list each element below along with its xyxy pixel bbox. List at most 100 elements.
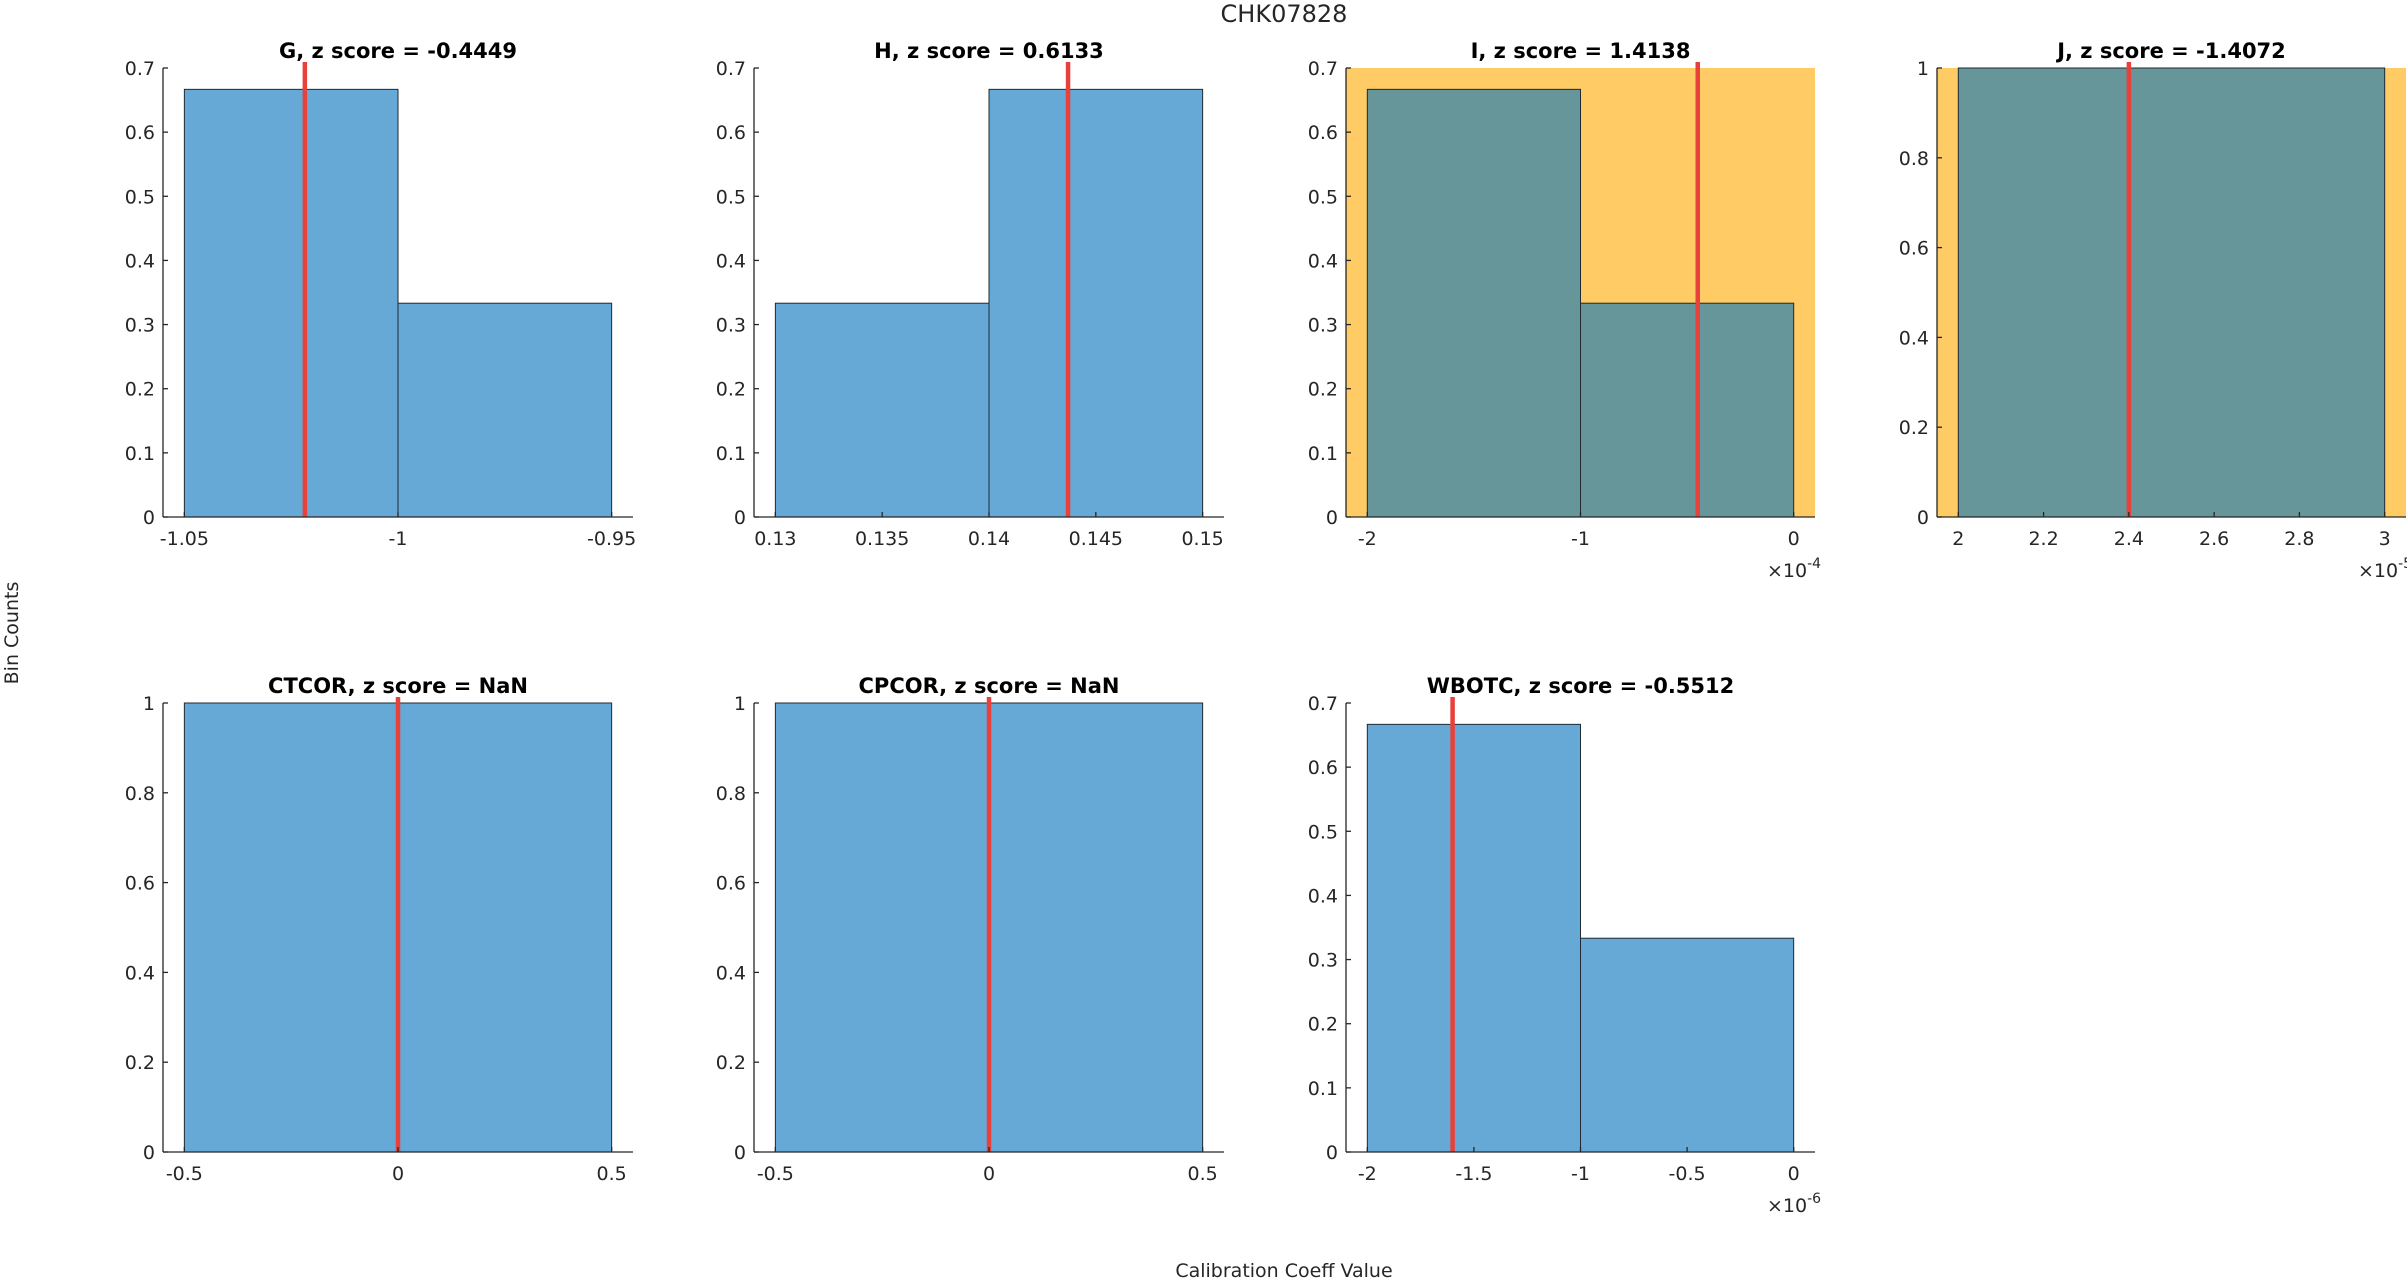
histogram-bar [1580, 937, 1795, 1153]
chart-panel-4: 2 2.2 2.4 2.6 2.8 3 0 0.2 0.4 0.6 0.8 1 J, z score =… [1899, 39, 2407, 582]
chart-panel-3: -2 -1 0 0 0.1 0.2 0.3 0.4 0.5 0.6 0.7 I, z score = … [1308, 39, 1821, 582]
y-tick-label: 0.1 [125, 443, 155, 465]
x-tick-label: -2 [1358, 1163, 1377, 1185]
chart-panel-1: -1.05 -1 -0.95 0 0.1 0.2 0.3 0.4 0.5 0.6 0.7 G, z s… [125, 39, 636, 550]
x-tick-label: -0.5 [757, 1163, 794, 1185]
x-tick-label: 0.5 [597, 1163, 627, 1185]
axis-multiplier: ×10-4 [1767, 556, 1821, 582]
y-tick-label: 0.2 [1308, 1014, 1338, 1036]
y-tick-label: 0 [143, 507, 155, 529]
chart-title: H, z score = 0.6133 [874, 39, 1104, 63]
y-tick-label: 0 [1326, 507, 1338, 529]
y-tick-label: 0.5 [125, 186, 155, 208]
chart-title: J, z score = -1.4072 [2055, 39, 2286, 63]
x-tick-label: 0.14 [968, 528, 1010, 550]
chart-title: CPCOR, z score = NaN [859, 674, 1120, 698]
chart-panel-6: -0.5 0 0.5 0 0.2 0.4 0.6 0.8 1 CPCOR, z score = N… [716, 674, 1224, 1185]
y-tick-label: 0.4 [716, 250, 746, 272]
axis-multiplier-exponent: -5 [2398, 556, 2407, 572]
y-tick-label: 0.2 [716, 379, 746, 401]
chart-title: I, z score = 1.4138 [1471, 39, 1691, 63]
y-tick-label: 0.1 [1308, 1078, 1338, 1100]
x-tick-label: -0.95 [587, 528, 636, 550]
chart-panels: -1.05 -1 -0.95 0 0.1 0.2 0.3 0.4 0.5 0.6 0.7 G, z s… [125, 39, 2407, 1217]
histogram-bar [1366, 723, 1582, 1153]
x-tick-label: 2.6 [2199, 528, 2229, 550]
figure-xlabel: Calibration Coeff Value [1175, 1260, 1392, 1281]
y-tick-label: 0.4 [1899, 327, 1929, 349]
axis-multiplier: ×10-5 [2358, 556, 2407, 582]
x-tick-label: -1 [389, 528, 408, 550]
y-tick-label: 0.4 [125, 962, 155, 984]
x-tick-label: 0 [392, 1163, 404, 1185]
chart-panel-5: -0.5 0 0.5 0 0.2 0.4 0.6 0.8 1 CTCOR, z score = N… [125, 674, 633, 1185]
y-tick-label: 0.4 [1308, 885, 1338, 907]
x-tick-label: -1 [1571, 528, 1590, 550]
x-tick-label: 0.13 [754, 528, 796, 550]
y-tick-label: 0.5 [716, 186, 746, 208]
histogram-bar [183, 88, 399, 518]
y-tick-label: 0.4 [1308, 250, 1338, 272]
y-tick-label: 0.8 [1899, 148, 1929, 170]
y-tick-label: 0 [734, 507, 746, 529]
y-tick-label: 0.7 [1308, 693, 1338, 715]
y-tick-label: 0.8 [716, 783, 746, 805]
chart-panel-7: -2 -1.5 -1 -0.5 0 0 0.1 0.2 0.3 0.4 0.5 0.6 0.7 WBOTC… [1308, 674, 1821, 1217]
histogram-bar [1580, 302, 1795, 518]
chart-panel-2: 0.13 0.135 0.14 0.145 0.15 0 0.1 0.2 0.3 0.4 0.5 0.… [716, 39, 1224, 550]
x-tick-label: 2 [1952, 528, 1964, 550]
y-tick-label: 0.4 [125, 250, 155, 272]
histogram-bar [774, 302, 990, 518]
y-tick-label: 0.5 [1308, 186, 1338, 208]
y-tick-label: 0.3 [1308, 315, 1338, 337]
axis-multiplier: ×10-6 [1767, 1191, 1821, 1217]
x-tick-label: 2.2 [2028, 528, 2058, 550]
y-tick-label: 0 [143, 1142, 155, 1164]
chart-title: CTCOR, z score = NaN [268, 674, 528, 698]
x-tick-label: 2.4 [2114, 528, 2144, 550]
axis-multiplier-exponent: -4 [1807, 556, 1821, 572]
y-tick-label: 0.6 [1308, 757, 1338, 779]
y-tick-label: 0.3 [125, 315, 155, 337]
x-tick-label: 0 [1788, 528, 1800, 550]
y-tick-label: 0.6 [1899, 238, 1929, 260]
x-tick-label: -2 [1358, 528, 1377, 550]
x-tick-label: 0 [983, 1163, 995, 1185]
y-tick-label: 0 [1326, 1142, 1338, 1164]
y-tick-label: 1 [1917, 58, 1929, 80]
y-tick-label: 0.7 [1308, 58, 1338, 80]
y-tick-label: 0.5 [1308, 821, 1338, 843]
y-tick-label: 0.1 [1308, 443, 1338, 465]
x-tick-label: -0.5 [1669, 1163, 1706, 1185]
y-tick-label: 0.2 [125, 379, 155, 401]
histogram-bar [1957, 67, 2386, 518]
y-tick-label: 0.2 [1899, 417, 1929, 439]
y-tick-label: 1 [143, 693, 155, 715]
y-tick-label: 0.6 [125, 122, 155, 144]
x-tick-label: 0.135 [855, 528, 909, 550]
x-tick-label: -0.5 [166, 1163, 203, 1185]
y-tick-label: 0.2 [1308, 379, 1338, 401]
x-tick-label: 0.5 [1188, 1163, 1218, 1185]
x-tick-label: 2.8 [2284, 528, 2314, 550]
histogram-bar [1366, 88, 1582, 518]
x-tick-label: 0 [1788, 1163, 1800, 1185]
x-tick-label: 3 [2379, 528, 2391, 550]
y-tick-label: 0.4 [716, 962, 746, 984]
y-tick-label: 0.3 [1308, 950, 1338, 972]
y-tick-label: 0.6 [716, 873, 746, 895]
histogram-bar [988, 88, 1204, 518]
y-tick-label: 0 [734, 1142, 746, 1164]
histogram-bar [397, 302, 613, 518]
x-tick-label: -1.05 [160, 528, 209, 550]
y-tick-label: 0.7 [125, 58, 155, 80]
chart-title: G, z score = -0.4449 [279, 39, 517, 63]
figure-suptitle: CHK07828 [1221, 0, 1348, 28]
axis-multiplier-exponent: -6 [1807, 1191, 1821, 1207]
y-tick-label: 0.3 [716, 315, 746, 337]
y-tick-label: 0.6 [716, 122, 746, 144]
y-tick-label: 0.8 [125, 783, 155, 805]
x-tick-label: -1.5 [1455, 1163, 1492, 1185]
y-tick-label: 0.2 [716, 1052, 746, 1074]
